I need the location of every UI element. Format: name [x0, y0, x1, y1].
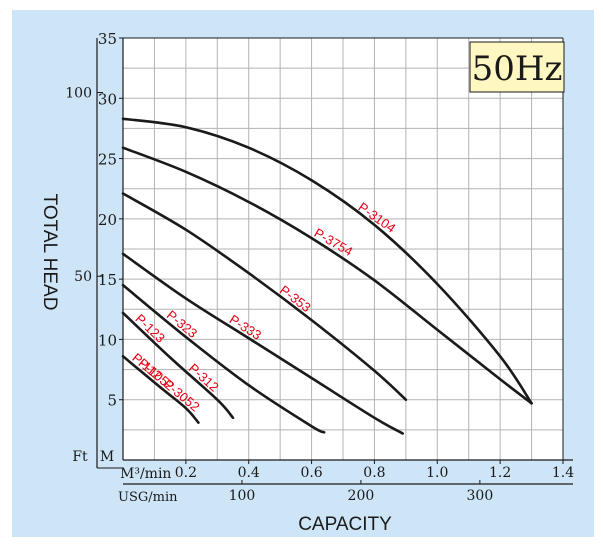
- series-curve-p-333: [121, 252, 405, 435]
- y-unit-feet: Ft: [72, 449, 88, 465]
- y-tick-label-meters: 20: [98, 211, 117, 229]
- series-curve-p-3754: [121, 146, 533, 405]
- x-axis-title: CAPACITY: [298, 514, 392, 535]
- x-tick-label-primary: 0.4: [238, 465, 260, 481]
- x-unit-secondary: USG/min: [118, 490, 178, 505]
- y-tick-label-meters: 10: [98, 331, 117, 349]
- series-curve-p-353: [121, 192, 408, 402]
- y-tick-label-meters: 35: [98, 30, 117, 48]
- y-tick-label-feet: 50: [74, 269, 92, 285]
- series-curve-p-323: [121, 283, 326, 434]
- frequency-badge-text: 50Hz: [472, 49, 563, 89]
- x-tick-label-primary: 1.2: [489, 465, 511, 481]
- series-curve-p-112: [121, 355, 200, 424]
- frequency-badge-box: [469, 41, 565, 93]
- y-unit-meters: M: [100, 449, 114, 465]
- axes: [96, 37, 573, 485]
- series-curve-p-123: [121, 311, 235, 420]
- y-tick-label-meters: 25: [98, 151, 117, 169]
- x-tick-label-primary: 1.4: [552, 465, 574, 481]
- x-tick-label-primary: 1.0: [426, 465, 448, 481]
- y-tick-label-meters: 30: [98, 90, 117, 108]
- x-tick-labels: 0.2 0.4 0.6 0.8 1.0 1.2 1.4 100 200 300: [175, 460, 574, 504]
- y-tick-label-meters: 15: [98, 271, 117, 289]
- x-tick-label-primary: 0.2: [175, 465, 197, 481]
- x-tick-label-primary: 0.8: [363, 465, 385, 481]
- x-tick-label-secondary: 300: [467, 488, 494, 504]
- y-tick-labels: 5 10 15 20 25 30 35 50 100: [65, 30, 123, 410]
- x-tick-label-secondary: 200: [348, 488, 375, 504]
- y-tick-label-meters: 5: [107, 392, 117, 410]
- grid: [123, 38, 563, 460]
- series: [121, 117, 533, 435]
- x-tick-label-primary: 0.6: [300, 465, 322, 481]
- x-unit-primary: M³/min: [120, 466, 171, 482]
- y-axis-title: TOTAL HEAD: [39, 194, 60, 311]
- y-tick-label-feet: 100: [65, 85, 92, 101]
- frequency-badge: 50Hz: [469, 41, 565, 93]
- x-tick-label-secondary: 100: [229, 488, 256, 504]
- series-curve-p-3104: [121, 117, 533, 405]
